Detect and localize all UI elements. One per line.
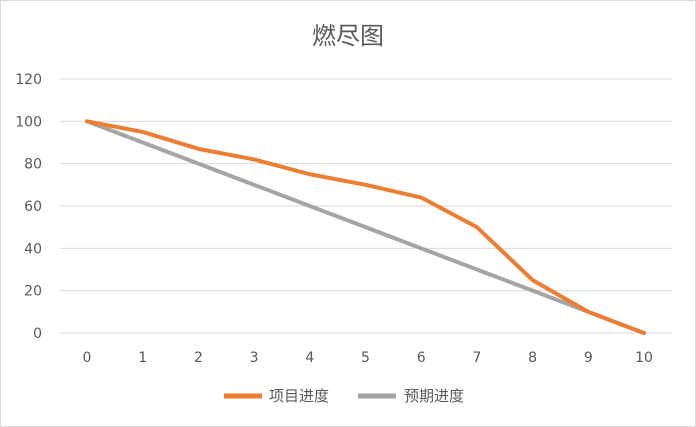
series-lines <box>85 119 646 335</box>
x-tick-label: 1 <box>138 350 147 366</box>
x-tick-label: 6 <box>417 350 426 366</box>
x-tick-label: 0 <box>83 350 92 366</box>
legend: 项目进度 预期进度 <box>224 387 464 405</box>
x-tick-label: 4 <box>305 350 314 366</box>
y-tick-label: 80 <box>24 157 42 173</box>
y-tick-label: 60 <box>24 199 42 215</box>
legend-label-expected-progress: 预期进度 <box>404 387 464 405</box>
y-tick-label: 100 <box>15 114 42 130</box>
series-line-expected-progress <box>85 119 646 335</box>
legend-label-project-progress: 项目进度 <box>269 387 329 405</box>
y-axis-ticks: 120 100 80 60 40 20 0 <box>15 72 42 342</box>
x-axis-ticks: 0 1 2 3 4 5 6 7 8 9 10 <box>83 350 653 366</box>
y-tick-label: 20 <box>24 284 42 300</box>
chart-title: 燃尽图 <box>312 22 384 50</box>
series-line-project-progress <box>85 119 646 335</box>
gridlines <box>60 78 672 334</box>
x-tick-label: 3 <box>250 350 259 366</box>
x-tick-label: 10 <box>635 350 653 366</box>
y-tick-label: 0 <box>33 326 42 342</box>
x-tick-label: 7 <box>472 350 481 366</box>
x-tick-label: 8 <box>528 350 537 366</box>
y-tick-label: 120 <box>15 72 42 88</box>
x-tick-label: 9 <box>584 350 593 366</box>
x-tick-label: 2 <box>194 350 203 366</box>
y-tick-label: 40 <box>24 241 42 257</box>
x-tick-label: 5 <box>361 350 370 366</box>
